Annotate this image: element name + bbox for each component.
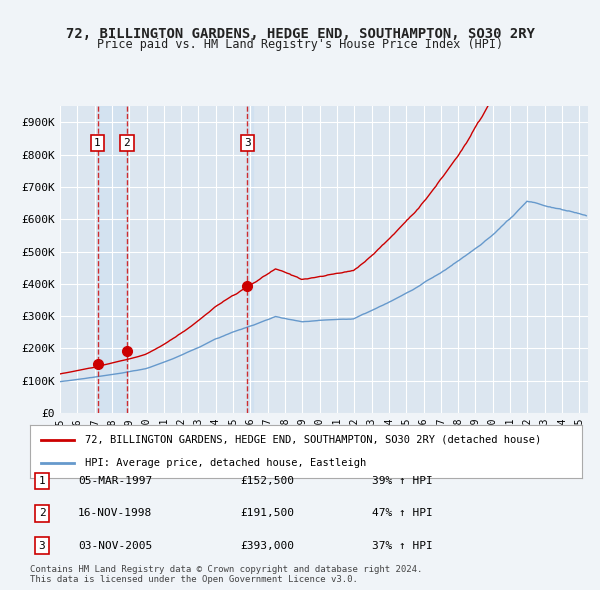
Text: 1: 1 — [94, 138, 101, 148]
Text: 3: 3 — [244, 138, 251, 148]
Text: 16-NOV-1998: 16-NOV-1998 — [78, 509, 152, 518]
Text: Contains HM Land Registry data © Crown copyright and database right 2024.
This d: Contains HM Land Registry data © Crown c… — [30, 565, 422, 584]
Text: £393,000: £393,000 — [240, 541, 294, 550]
Text: 2: 2 — [124, 138, 130, 148]
Text: 72, BILLINGTON GARDENS, HEDGE END, SOUTHAMPTON, SO30 2RY: 72, BILLINGTON GARDENS, HEDGE END, SOUTH… — [65, 27, 535, 41]
Text: HPI: Average price, detached house, Eastleigh: HPI: Average price, detached house, East… — [85, 458, 367, 468]
Text: 05-MAR-1997: 05-MAR-1997 — [78, 476, 152, 486]
Bar — [98, 106, 127, 413]
Text: 39% ↑ HPI: 39% ↑ HPI — [372, 476, 433, 486]
Text: Price paid vs. HM Land Registry's House Price Index (HPI): Price paid vs. HM Land Registry's House … — [97, 38, 503, 51]
Text: 72, BILLINGTON GARDENS, HEDGE END, SOUTHAMPTON, SO30 2RY (detached house): 72, BILLINGTON GARDENS, HEDGE END, SOUTH… — [85, 435, 541, 445]
Text: 3: 3 — [38, 541, 46, 550]
Bar — [247, 106, 253, 413]
Text: 37% ↑ HPI: 37% ↑ HPI — [372, 541, 433, 550]
Text: 47% ↑ HPI: 47% ↑ HPI — [372, 509, 433, 518]
Text: £152,500: £152,500 — [240, 476, 294, 486]
Text: 2: 2 — [38, 509, 46, 518]
Text: 1: 1 — [38, 476, 46, 486]
Text: £191,500: £191,500 — [240, 509, 294, 518]
Text: 03-NOV-2005: 03-NOV-2005 — [78, 541, 152, 550]
